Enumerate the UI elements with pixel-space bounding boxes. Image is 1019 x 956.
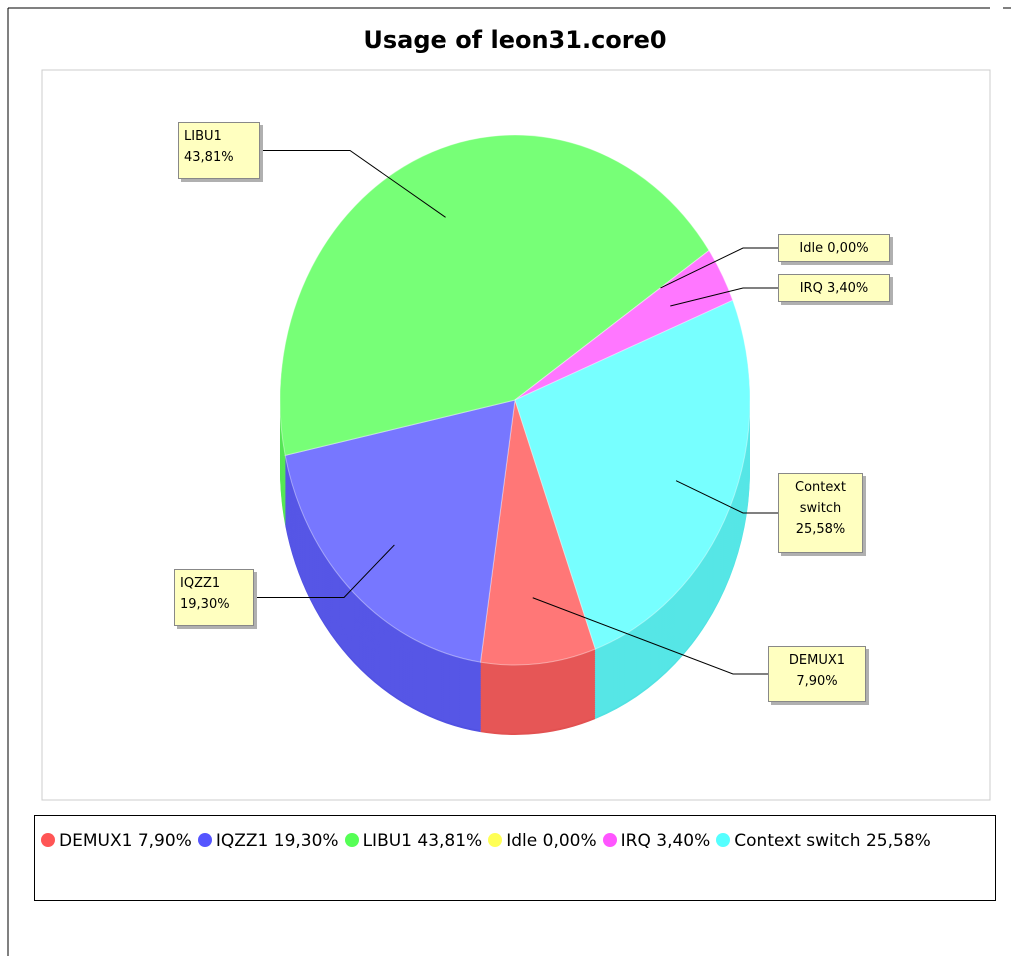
- legend-value: 0,00%: [542, 831, 597, 851]
- legend-item: LIBU1 43,81%: [344, 824, 483, 858]
- legend-swatch: [488, 833, 503, 847]
- slice-label: IRQ 3,40%: [778, 274, 890, 302]
- legend-swatch: [197, 833, 212, 847]
- legend-swatch: [716, 833, 731, 847]
- slice-label-value: 19,30%: [180, 597, 230, 612]
- legend-value: 7,90%: [137, 831, 192, 851]
- legend-value: 43,81%: [417, 831, 483, 851]
- slice-label-value: 25,58%: [795, 522, 846, 537]
- leader-line: [670, 287, 778, 307]
- slice-label-value: 3,40%: [826, 281, 869, 296]
- slice-label: IQZZ1 19,30%: [174, 569, 254, 626]
- leader-line: [254, 544, 395, 598]
- chart-title: Usage of leon31.core0: [363, 26, 666, 54]
- legend-value: 19,30%: [273, 831, 339, 851]
- slice-label-value: 43,81%: [184, 150, 234, 165]
- legend-swatch: [344, 833, 359, 847]
- legend-item: Idle 0,00%: [488, 824, 597, 858]
- slice-label-name: LIBU1: [184, 129, 222, 144]
- pie-slice: [284, 399, 516, 663]
- legend-name: DEMUX1: [59, 831, 133, 851]
- slice-label-name: IRQ: [799, 281, 823, 296]
- legend-item: IRQ 3,40%: [602, 824, 711, 858]
- slice-label-name: Idle: [799, 241, 824, 256]
- slice-label-value: 0,00%: [827, 241, 869, 256]
- pie: [279, 134, 751, 735]
- slice-label: LIBU1 43,81%: [178, 122, 260, 179]
- legend: DEMUX1 7,90% IQZZ1 19,30% LIBU1 43,81% Idle…: [34, 815, 996, 901]
- slice-label: Context switch 25,58%: [778, 473, 863, 553]
- legend-value: 25,58%: [865, 831, 931, 851]
- slice-label: DEMUX1 7,90%: [768, 646, 866, 702]
- legend-item: IQZZ1 19,30%: [197, 824, 339, 858]
- slice-label: Idle 0,00%: [778, 234, 890, 262]
- pie-slice: [514, 249, 734, 401]
- legend-swatch: [602, 833, 617, 847]
- slice-label-name: DEMUX1: [788, 653, 846, 668]
- slice-label-value: 7,90%: [796, 674, 838, 689]
- legend-name: LIBU1: [362, 831, 412, 851]
- pie-slice: [279, 134, 710, 457]
- legend-name: Idle: [506, 831, 538, 851]
- legend-name: IQZZ1: [215, 831, 269, 851]
- legend-item: DEMUX1 7,90%: [41, 824, 192, 858]
- pie-slice: [479, 399, 596, 666]
- leader-line: [532, 597, 768, 675]
- leader-line: [675, 480, 778, 514]
- leader-line: [660, 247, 778, 289]
- legend-name: IRQ: [620, 831, 651, 851]
- leader-line: [260, 150, 446, 218]
- legend-value: 3,40%: [656, 831, 711, 851]
- legend-item: Context switch 25,58%: [716, 824, 931, 858]
- slice-label-name: IQZZ1: [180, 576, 221, 591]
- slice-label-name: Context switch: [795, 480, 846, 516]
- pie-slice: [514, 299, 751, 650]
- legend-swatch: [41, 833, 55, 847]
- legend-name: Context switch: [734, 831, 861, 851]
